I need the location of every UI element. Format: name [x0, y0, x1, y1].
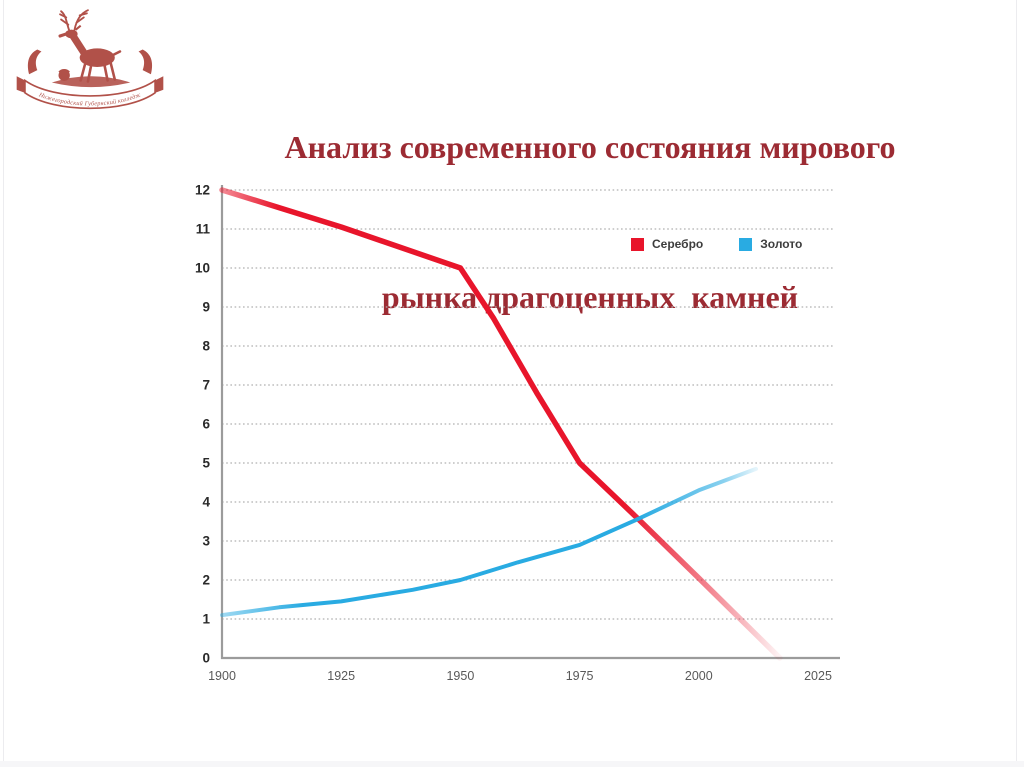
slide-border-right: [1016, 0, 1017, 767]
axis-lines: [220, 185, 840, 660]
slide-border-left: [3, 0, 4, 767]
y-tick-label: 4: [202, 495, 210, 510]
x-tick-label: 1975: [566, 669, 594, 683]
deer-emblem-icon: Нижегородский Губернский колледж: [16, 9, 164, 110]
series-line-gold: [220, 466, 758, 618]
legend-label: Серебро: [652, 237, 704, 251]
y-tick-label: 11: [196, 222, 211, 237]
y-tick-label: 12: [195, 183, 210, 198]
ribbon-end-right: [155, 76, 164, 93]
mound-shape: [51, 76, 131, 88]
legend-item-gold: Золото: [739, 237, 802, 251]
chart-legend: Серебро Золото: [631, 237, 802, 251]
y-tick-label: 2: [202, 573, 210, 588]
legend-item-silver: Серебро: [631, 237, 703, 251]
x-tick-label: 1900: [208, 669, 236, 683]
ribbon-curl-right: [138, 49, 153, 75]
y-tick-label: 10: [195, 261, 210, 276]
y-tick-label: 0: [202, 651, 210, 666]
y-tick-label: 6: [202, 417, 210, 432]
legend-swatch: [631, 237, 644, 251]
ribbon-end-left: [16, 76, 25, 93]
y-tick-label: 1: [202, 612, 210, 627]
page-title: Анализ современного состояния мирового р…: [185, 22, 995, 372]
ribbon-curl-left: [27, 49, 42, 75]
slide-footer-strip: [0, 761, 1024, 767]
y-tick-label: 8: [202, 339, 210, 354]
page-title-line1: Анализ современного состояния мирового: [284, 129, 896, 165]
pot-icon: [58, 69, 70, 81]
legend-swatch: [739, 237, 753, 251]
legend-label: Золото: [760, 237, 803, 251]
y-tick-label: 7: [202, 378, 210, 393]
x-tick-label: 1950: [446, 669, 474, 683]
logo-emblem: Нижегородский Губернский колледж: [12, 4, 168, 130]
deer-icon: [58, 9, 122, 83]
x-tick-label: 2025: [804, 669, 832, 683]
x-tick-label: 1925: [327, 669, 355, 683]
x-tick-label: 2000: [685, 669, 713, 683]
page-title-line2: рынка драгоценных камней: [381, 279, 799, 315]
y-tick-label: 5: [202, 456, 210, 471]
line-chart: 0 1 2 3 4 5 6 7 8 9 10 11 12 1900 1925 1950 1975 2000 2025: [150, 165, 870, 705]
series-line-silver: [219, 187, 783, 661]
y-tick-label: 9: [202, 300, 210, 315]
y-tick-label: 3: [202, 534, 210, 549]
antlers-icon: [59, 9, 89, 32]
